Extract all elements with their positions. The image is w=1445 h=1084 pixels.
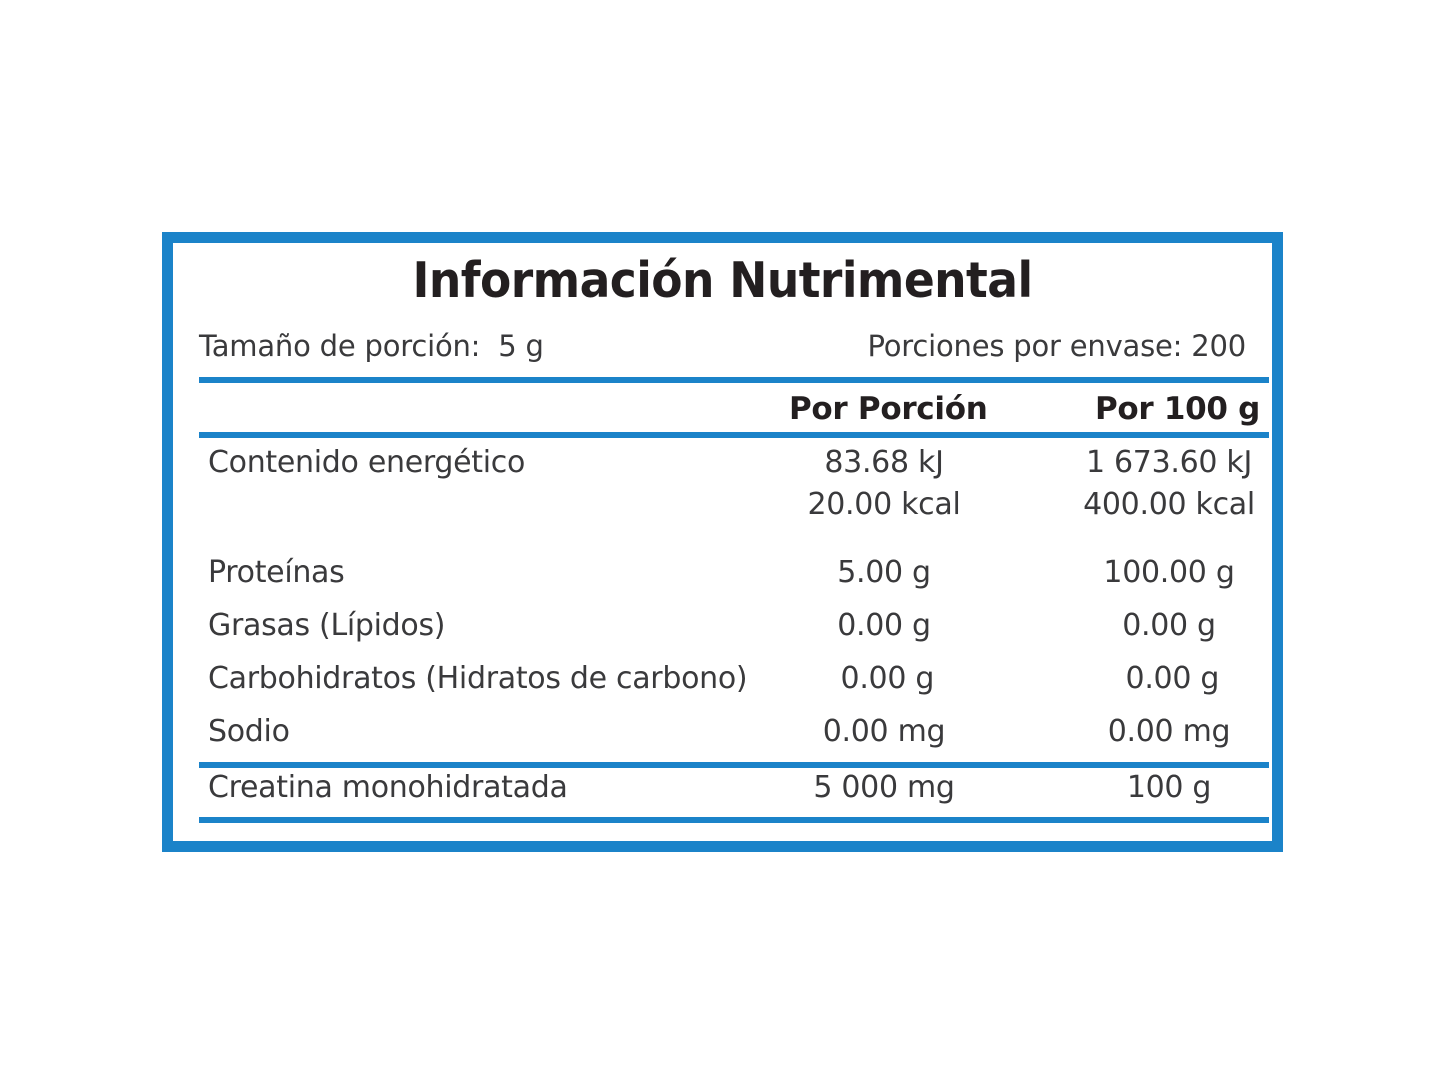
row-value-protein-per-serving: 5.00 g [837, 555, 931, 590]
row-label-energy: Contenido energético [208, 445, 525, 480]
nutrition-facts-panel: Información Nutrimental Tamaño de porció… [162, 232, 1283, 852]
table-row: Carbohidratos (Hidratos de carbono) 0.00… [199, 661, 1269, 696]
divider-below-creatine [199, 817, 1269, 823]
page-title: Información Nutrimental [412, 252, 1033, 309]
serving-info-row: Tamaño de porción: 5 g Porciones por env… [199, 329, 1246, 365]
row-value-carbohydrates-per-serving: 0.00 g [840, 661, 935, 696]
table-header-row: Por Porción Por 100 g [199, 391, 1269, 427]
row-value-protein-per-100g: 100.00 g [1103, 555, 1235, 590]
servings-per-container-text: Porciones por envase: 200 [867, 329, 1246, 363]
row-label-creatine: Creatina monohidratada [208, 770, 568, 805]
table-row: 20.00 kcal 400.00 kcal [199, 487, 1269, 522]
column-header-per-serving: Por Porción [789, 391, 988, 427]
row-label-fat: Grasas (Lípidos) [208, 608, 446, 643]
table-row: Contenido energético 83.68 kJ 1 673.60 k… [199, 445, 1269, 480]
table-row: Creatina monohidratada 5 000 mg 100 g [199, 770, 1269, 805]
table-row: Proteínas 5.00 g 100.00 g [199, 555, 1269, 590]
row-value-sodium-per-100g: 0.00 mg [1107, 714, 1231, 749]
row-value-creatine-per-serving: 5 000 mg [813, 770, 955, 805]
row-value-creatine-per-100g: 100 g [1126, 770, 1212, 805]
row-label-sodium: Sodio [208, 714, 290, 749]
row-value-energy-per-serving: 83.68 kJ [824, 445, 944, 480]
row-value-energy-kcal-per-100g: 400.00 kcal [1083, 487, 1255, 522]
table-row: Grasas (Lípidos) 0.00 g 0.00 g [199, 608, 1269, 643]
row-label-protein: Proteínas [208, 555, 345, 590]
row-value-fat-per-serving: 0.00 g [837, 608, 931, 643]
row-value-energy-per-100g: 1 673.60 kJ [1085, 445, 1253, 480]
row-value-carbohydrates-per-100g: 0.00 g [1125, 661, 1220, 696]
row-value-sodium-per-serving: 0.00 mg [822, 714, 946, 749]
divider-above-creatine [199, 762, 1269, 768]
table-row: Sodio 0.00 mg 0.00 mg [199, 714, 1269, 749]
divider-under-header [199, 432, 1269, 438]
row-value-fat-per-100g: 0.00 g [1122, 608, 1216, 643]
row-label-carbohydrates: Carbohidratos (Hidratos de carbono) [208, 661, 748, 696]
serving-size-text: Tamaño de porción: 5 g [199, 329, 544, 363]
panel-inner: Información Nutrimental Tamaño de porció… [173, 243, 1272, 841]
column-header-per-100g: Por 100 g [1094, 391, 1261, 427]
row-value-energy-kcal-per-serving: 20.00 kcal [807, 487, 961, 522]
divider-top [199, 377, 1269, 383]
